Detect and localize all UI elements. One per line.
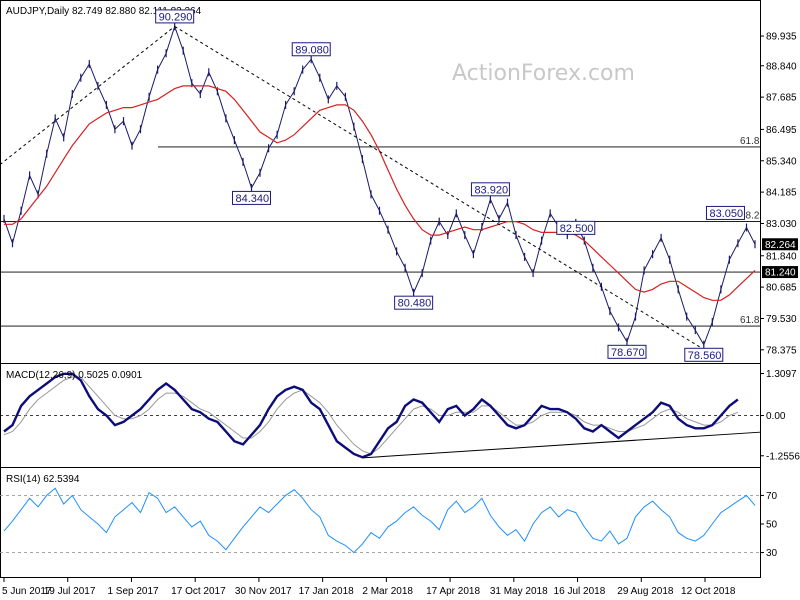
y-tick-label: -1.2556 [766, 451, 800, 462]
x-tick-label: 12 Oct 2018 [681, 586, 736, 597]
y-tick-label: 85.340 [766, 156, 797, 167]
fib-level-label: 61.8 [740, 315, 760, 326]
x-tick-label: 2 Mar 2018 [362, 586, 413, 597]
price-annotation: 78.670 [611, 347, 645, 359]
price-levels: 61.8 38.2 81.240 61.8 [0, 136, 798, 327]
y-tick-label: 80.685 [766, 283, 797, 294]
macd-line [3, 372, 739, 459]
y-tick-label: 83.030 [766, 219, 797, 230]
chart-header: AUDJPY,Daily 82.749 82.880 82.111 82.264 [6, 6, 202, 17]
price-annotation: 82.500 [560, 223, 594, 235]
moving-average-line [4, 85, 756, 301]
timeframe: Daily [47, 6, 69, 17]
y-tick-label: 88.840 [766, 61, 797, 72]
price-annotation-box [684, 347, 724, 362]
x-tick-label: 17 Jan 2018 [299, 586, 354, 597]
y-tick-label: 0.00 [766, 411, 786, 422]
macd-panel: 1.3097 0.00 -1.2556 [0, 369, 800, 462]
y-tick-label: 87.685 [766, 93, 797, 104]
y-tick-label: 81.840 [766, 251, 797, 262]
x-tick-label: 31 May 2018 [490, 586, 548, 597]
trend-line [0, 26, 175, 165]
price-annotation-box [394, 295, 434, 310]
price-annotation-box [705, 205, 745, 220]
y-tick-label: 78.375 [766, 345, 797, 356]
price-annotation: 89.080 [295, 44, 329, 56]
rsi-title: RSI(14) 62.5394 [6, 474, 80, 485]
x-tick-label: 1 Sep 2017 [107, 586, 159, 597]
level-badge-label: 81.240 [765, 268, 796, 279]
x-tick-label: 30 Nov 2017 [235, 586, 292, 597]
current-price-badge [762, 238, 798, 251]
price-axis: 89.935 88.840 87.685 86.495 85.340 84.185 83.0… [760, 32, 797, 356]
price-annotation: 83.050 [709, 208, 743, 220]
price-annotation: 78.560 [688, 350, 722, 362]
price-annotation-box [291, 42, 331, 57]
plot-frame [0, 0, 761, 578]
price-annotation-box [155, 9, 195, 24]
current-price-label: 82.264 [765, 240, 796, 251]
y-tick-label: 79.530 [766, 314, 797, 325]
y-tick-label: 1.3097 [766, 369, 797, 380]
x-tick-label: 5 Jun 2017 [2, 586, 52, 597]
x-tick-label: 17 Apr 2018 [426, 586, 480, 597]
y-tick-label: 50 [766, 520, 778, 531]
y-tick-label: 86.495 [766, 125, 797, 136]
x-tick-label: 16 Jul 2018 [554, 586, 606, 597]
macd-title: MACD(12,26,9) 0.5025 0.0901 [6, 370, 143, 381]
price-annotation: 83.920 [474, 184, 508, 196]
price-annotation-box [231, 190, 271, 205]
price-annotation-box [470, 182, 510, 197]
macd-trend-line [362, 431, 761, 459]
watermark: ActionForex.com [452, 61, 635, 86]
x-tick-label: 29 Aug 2018 [617, 586, 674, 597]
price-annotation-box [556, 220, 596, 235]
price-lines: 82.264 [0, 22, 798, 355]
price-annotation-box [607, 344, 647, 359]
rsi-line [3, 487, 756, 554]
price-line [3, 24, 756, 346]
x-tick-label: 17 Oct 2017 [171, 586, 226, 597]
y-tick-label: 89.935 [766, 32, 797, 43]
y-tick-label: 70 [766, 491, 778, 502]
price-annotations: 90.290 89.080 84.340 80.480 83.920 82.500 83.0… [155, 9, 745, 362]
price-annotation: 80.480 [398, 298, 432, 310]
trend-line [174, 25, 713, 355]
symbol: AUDJPY [6, 6, 46, 17]
fib-level-label: 61.8 [740, 136, 760, 147]
rsi-panel: 70 50 30 [0, 487, 778, 559]
price-annotation: 90.290 [159, 11, 193, 23]
y-tick-label: 84.185 [766, 188, 797, 199]
level-badge [762, 266, 798, 279]
price-annotation: 84.340 [235, 193, 269, 205]
fib-level-label: 38.2 [740, 211, 760, 222]
y-tick-label: 30 [766, 548, 778, 559]
x-tick-label: 19 Jul 2017 [44, 586, 96, 597]
ohlc-values: 82.749 82.880 82.111 82.264 [72, 6, 202, 17]
